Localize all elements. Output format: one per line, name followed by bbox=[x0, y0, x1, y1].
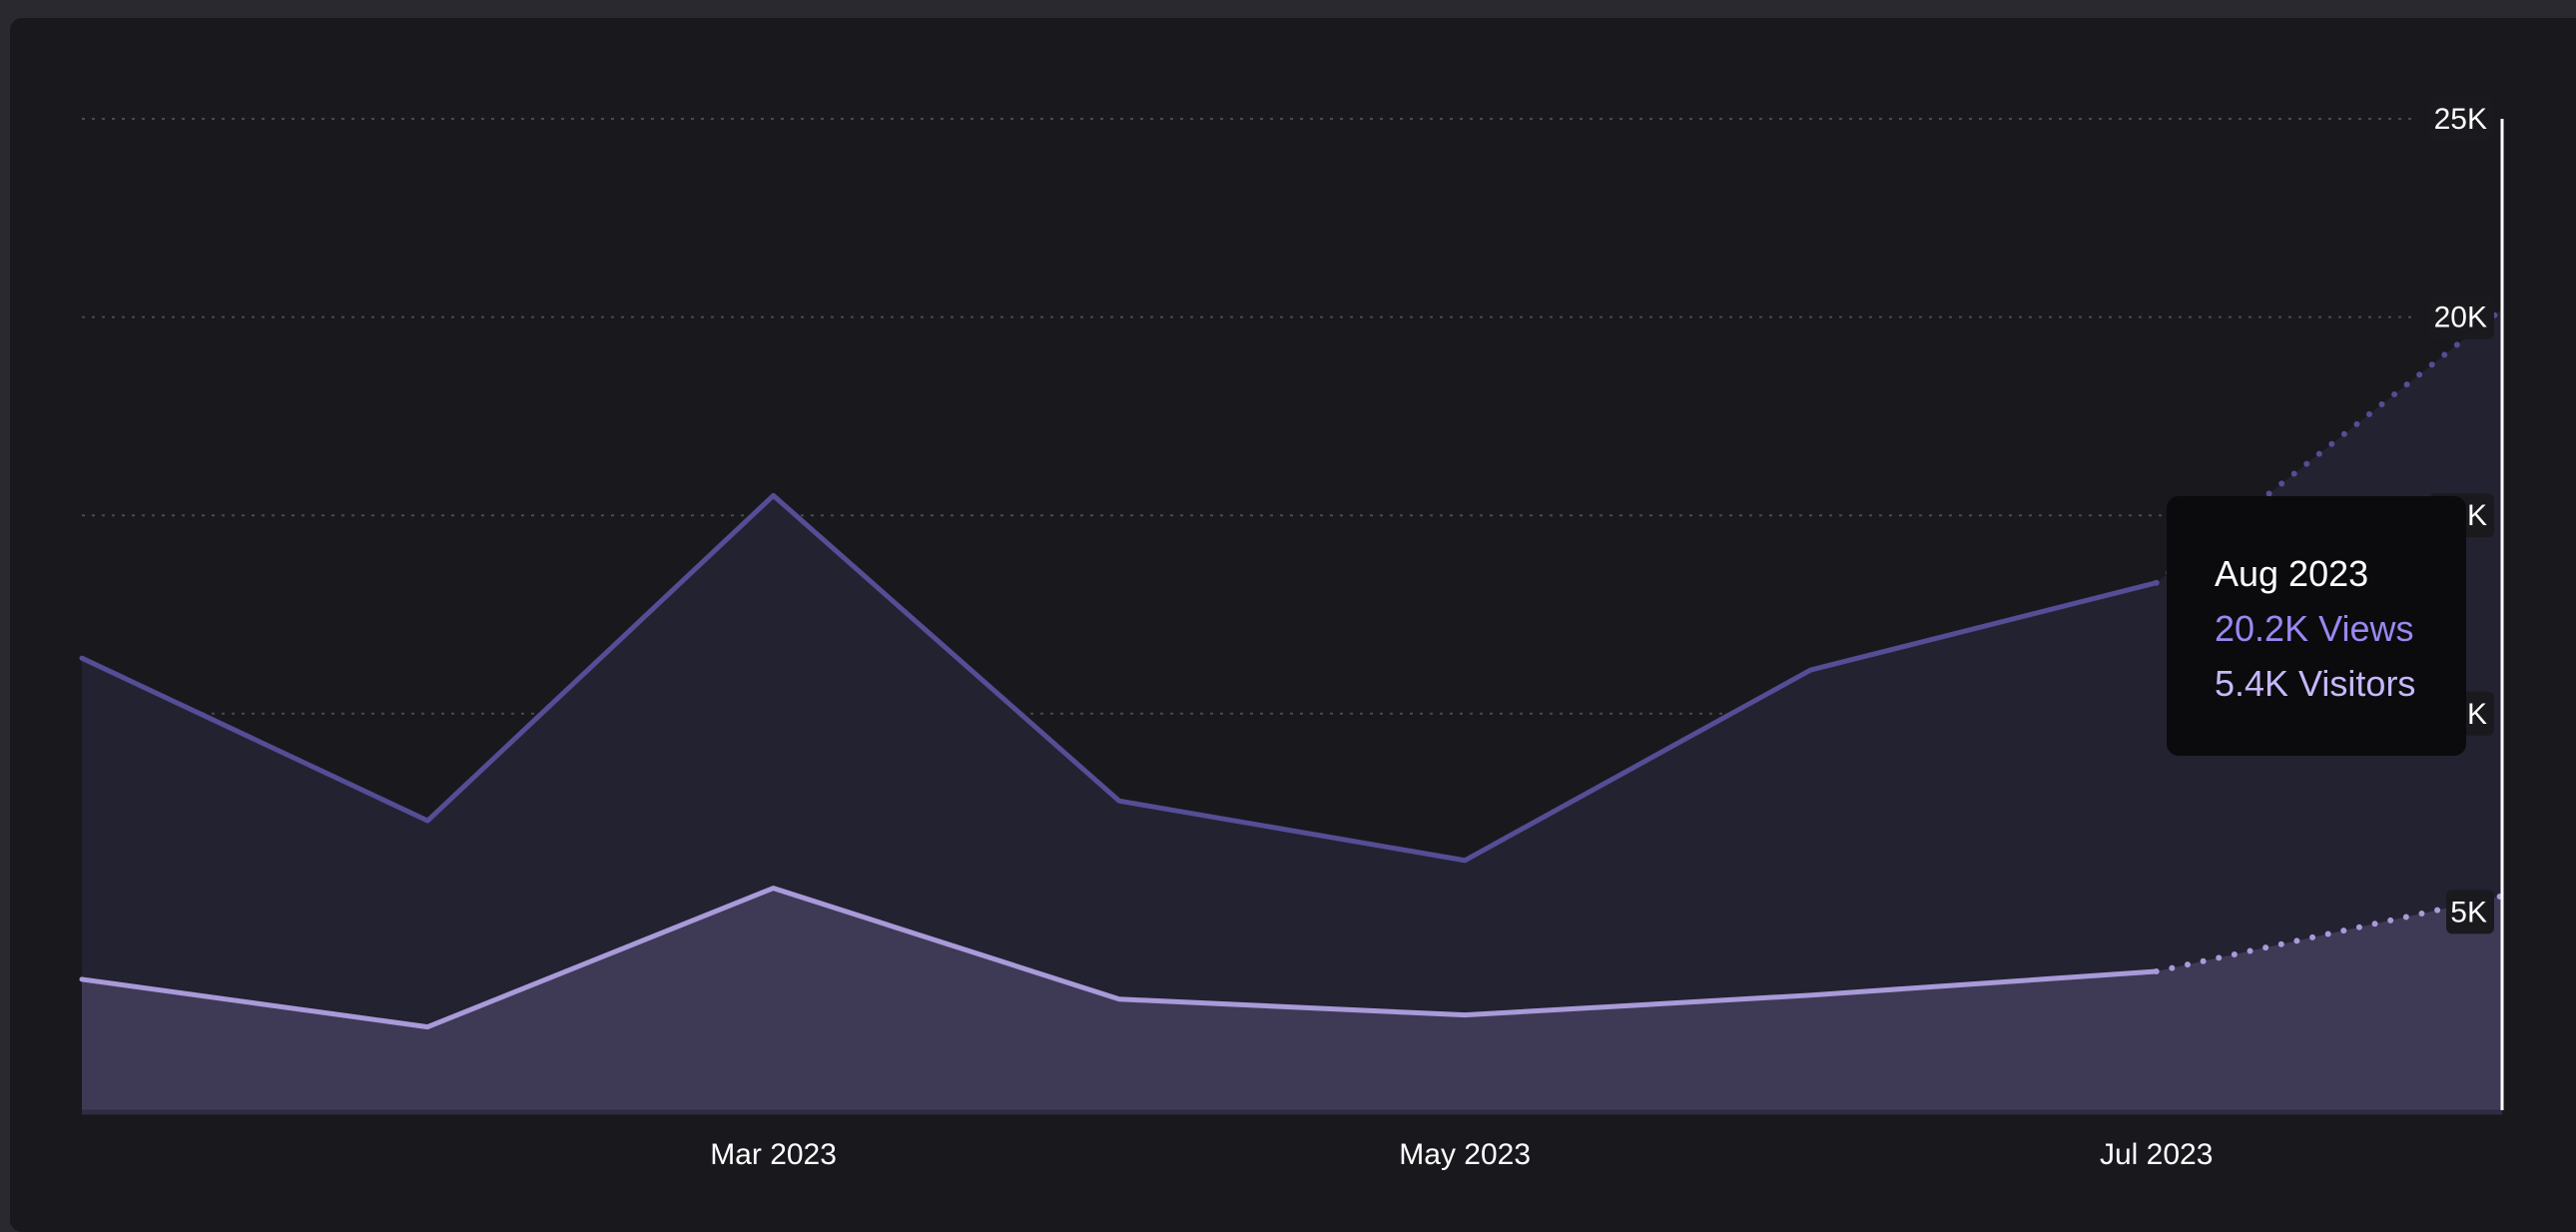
visitors-area bbox=[82, 888, 2502, 1110]
visitors-forecast-line bbox=[2153, 893, 2505, 974]
y-tick-label: 5K bbox=[2450, 896, 2487, 928]
axes bbox=[82, 119, 2504, 1115]
tooltip-visitors: 5.4K Visitors bbox=[2215, 663, 2416, 704]
series-areas bbox=[82, 308, 2502, 1110]
x-tick-label: Jul 2023 bbox=[2100, 1138, 2213, 1171]
tooltip-date: Aug 2023 bbox=[2215, 553, 2369, 594]
y-tick-label-background bbox=[2429, 97, 2494, 141]
x-tick-label: Mar 2023 bbox=[710, 1138, 837, 1171]
y-tick-label: 25K bbox=[2434, 103, 2487, 136]
y-tick-label-background bbox=[2446, 890, 2494, 934]
views-forecast-line bbox=[2153, 306, 2505, 586]
x-tick-label: May 2023 bbox=[1399, 1138, 1531, 1171]
series-lines[interactable] bbox=[79, 306, 2505, 1030]
y-tick-label-background bbox=[2429, 295, 2494, 339]
chart-tooltip: Aug 2023 20.2K Views 5.4K Visitors bbox=[2167, 496, 2466, 756]
y-tick-label: 20K bbox=[2434, 302, 2487, 334]
views-area bbox=[82, 308, 2502, 1110]
tooltip-views: 20.2K Views bbox=[2215, 608, 2414, 649]
